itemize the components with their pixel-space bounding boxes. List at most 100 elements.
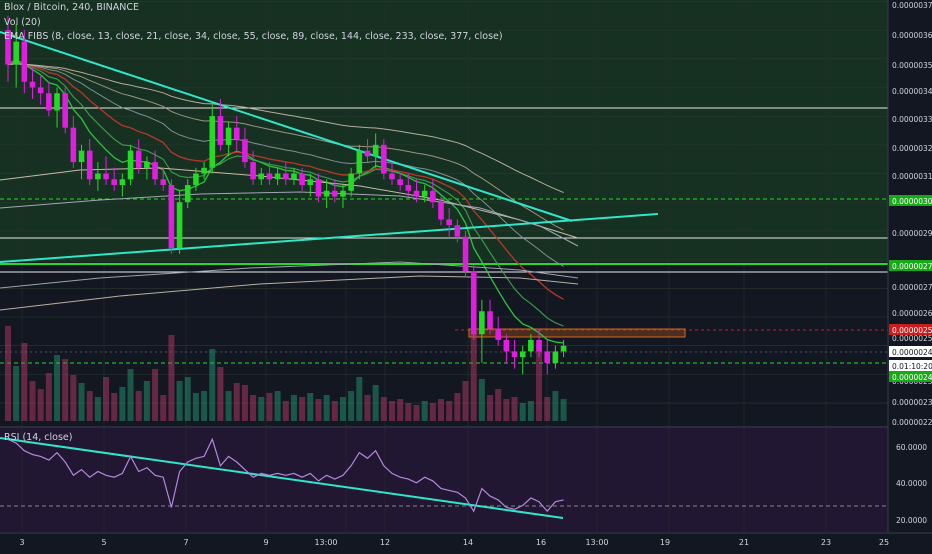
candle-body (323, 190, 330, 197)
candle-body (250, 162, 256, 180)
volume-bar (315, 399, 322, 421)
volume-bar (37, 389, 44, 421)
candle-body (397, 179, 403, 186)
price-badge (889, 195, 932, 206)
volume-bar (356, 377, 363, 421)
x-tick-label: 7 (183, 538, 188, 547)
candle-body (560, 345, 567, 352)
candle-body (454, 225, 461, 237)
time-axis-bg (0, 532, 932, 550)
volume-bar (258, 397, 265, 421)
price-badge (889, 360, 932, 371)
rsi-tick-label: 60.0000 (896, 443, 927, 452)
x-tick-label: 3 (19, 538, 24, 547)
rsi-band-shade (0, 428, 888, 532)
ema-legend: EMA FIBS (8, close, 13, close, 21, close… (4, 31, 503, 42)
volume-bar (282, 401, 289, 421)
volume-bar (536, 345, 543, 421)
candle-body (536, 339, 542, 352)
price-axis-bg (888, 0, 932, 550)
volume-bar (94, 397, 101, 421)
x-tick-label: 13:00 (585, 538, 608, 547)
candle-body (127, 150, 134, 180)
candle-body (103, 173, 109, 180)
x-tick-label: 16 (536, 538, 546, 547)
volume-bar (429, 403, 436, 421)
candle-body (13, 41, 19, 65)
volume-bar (250, 395, 257, 421)
candle-body (78, 150, 85, 163)
volume-bar (86, 391, 93, 421)
candle-body (242, 139, 248, 163)
candle-body (430, 190, 436, 203)
candle-body (413, 190, 420, 197)
volume-bar (380, 397, 387, 421)
volume-bar (478, 379, 485, 421)
candle-body (233, 127, 240, 140)
ema-line (7, 62, 564, 267)
volume-bar (184, 377, 191, 421)
volume-bar (454, 393, 461, 421)
candle-body (364, 150, 371, 157)
volume-bar (127, 369, 134, 421)
candle-body (438, 202, 444, 220)
volume-bar (225, 391, 232, 421)
candle-body (46, 93, 52, 111)
candle-body (299, 173, 305, 186)
volume-bar (503, 399, 510, 421)
candle-body (266, 173, 273, 180)
volume-bar (470, 333, 477, 421)
x-tick-label: 23 (821, 538, 831, 547)
ema-line (7, 63, 564, 231)
candle-body (291, 173, 297, 180)
ema-line (0, 275, 579, 311)
candle-body (372, 144, 379, 157)
price-badge (889, 371, 932, 382)
candle-body (552, 351, 559, 363)
trendline-down (0, 31, 573, 222)
candle-body (282, 173, 289, 180)
volume-bar (152, 369, 159, 421)
candle-body (544, 351, 551, 363)
volume-bar (241, 385, 248, 421)
volume-bar (233, 383, 240, 421)
x-tick-label: 14 (463, 538, 473, 547)
volume-bar (397, 399, 404, 421)
volume-bar (372, 385, 379, 421)
candle-body (54, 93, 60, 111)
rsi-tick-label: 20.0000 (896, 516, 927, 525)
candle-body (356, 150, 363, 174)
ema-line (7, 63, 564, 194)
volume-bar (307, 393, 314, 421)
candle-body (209, 116, 216, 168)
candle-body (225, 127, 232, 145)
candle-body (332, 190, 338, 197)
volume-bar (339, 397, 346, 421)
volume-bar (160, 395, 167, 421)
volume-bar (135, 391, 142, 421)
candle-body (176, 202, 183, 249)
candle-body (495, 328, 501, 340)
candle-body (528, 339, 534, 352)
candle-body (152, 162, 158, 180)
symbol-legend: Blox / Bitcoin, 240, BINANCE (4, 2, 139, 13)
trendline-up (0, 213, 659, 263)
y-tick-label: 0.00000223 (892, 418, 932, 427)
volume-bar (487, 395, 494, 421)
candle-body (70, 127, 77, 163)
candle-body (144, 162, 150, 168)
volume-bar (119, 387, 126, 421)
candle-body (462, 236, 469, 272)
volume-bar (364, 395, 371, 421)
volume-bar (103, 377, 110, 421)
x-tick-label: 25 (879, 538, 889, 547)
candle-body (168, 185, 175, 249)
y-tick-label: 0.00000252 (892, 334, 932, 343)
